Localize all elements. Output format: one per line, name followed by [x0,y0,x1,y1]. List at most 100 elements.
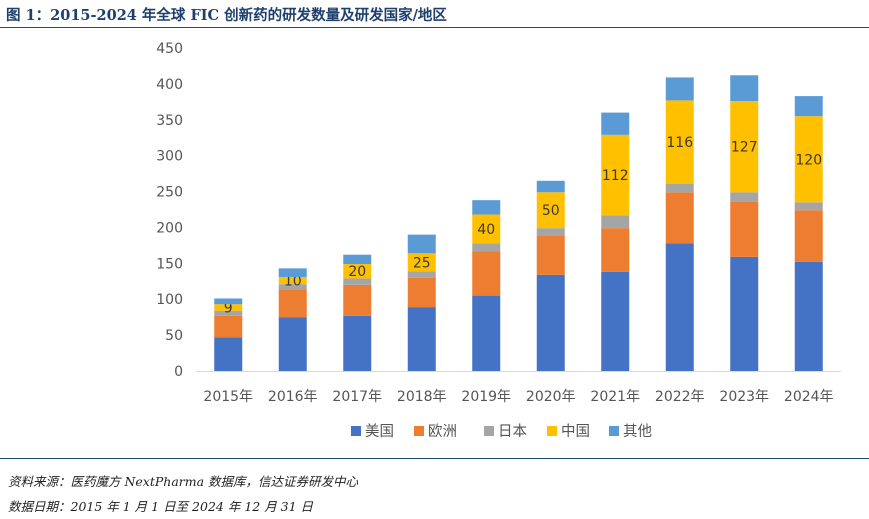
legend-swatch [351,426,361,436]
y-tick-label: 100 [156,292,183,308]
data-label: 9 [224,300,233,316]
bar-segment [730,75,759,102]
bar-segment [278,317,307,371]
bar-segment [407,277,436,308]
bar-segment [665,243,694,371]
legend-label: 其他 [623,423,652,440]
x-tick-label: 2019年 [461,389,511,405]
chart-title: 图 1：2015-2024 年全球 FIC 创新药的研发数量及研发国家/地区 [6,7,447,24]
bar-segment [730,192,759,202]
bar-segment [794,261,823,371]
bar-segment [601,228,630,272]
bar-segment [343,264,372,279]
date-note: 数据日期：2015 年 1 月 1 日至 2024 年 12 月 31 日 [8,499,314,514]
bar-segment [472,243,501,252]
bar-segment [794,210,823,262]
data-label: 127 [731,140,758,156]
bar-segment [601,215,630,229]
data-label: 120 [795,152,822,168]
legend: 美国 欧洲 日本 中国 其他 [351,423,652,440]
y-tick-label: 0 [174,364,183,380]
bar-segment [214,298,243,305]
bar-segment [407,253,436,272]
bar-segment [278,268,307,277]
source-note: 资料来源：医药魔方 NextPharma 数据库，信达证券研发中心 [8,474,359,489]
bar-segment [665,183,694,193]
y-tick-label: 250 [156,185,183,201]
x-tick-label: 2017年 [332,389,382,405]
x-tick-label: 2015年 [203,389,253,405]
y-tick-label: 450 [156,41,183,57]
y-tick-label: 400 [156,77,183,93]
bar-segment [472,200,501,215]
bar-segment [214,304,243,311]
x-tick-label: 2022年 [655,389,705,405]
legend-swatch [414,426,424,436]
bar-segment [730,256,759,371]
bars: 9 10 20 25 40 50 112 116 127 120 [214,75,823,371]
bar-segment [472,214,501,244]
data-label: 10 [284,274,302,290]
x-tick-label: 2016年 [268,389,318,405]
bar-segment [278,284,307,290]
x-tick-label: 2020年 [526,389,576,405]
bar-segment [343,315,372,371]
data-label: 40 [477,222,495,238]
data-label: 20 [348,264,366,280]
y-tick-label: 50 [165,328,183,344]
x-tick-label: 2018年 [397,389,447,405]
bar-segment [794,202,823,211]
bar-segment [407,271,436,278]
x-tick-label: 2023年 [719,389,769,405]
legend-swatch [484,426,494,436]
bar-segment [730,101,759,193]
bar-segment [730,201,759,257]
bar-segment [794,96,823,117]
bar-segment [214,337,243,371]
bar-segment [601,112,630,135]
bar-segment [536,192,565,229]
bar-segment [407,234,436,254]
bar-segment [343,254,372,265]
bar-segment [536,274,565,371]
x-tick-label: 2024年 [784,389,834,405]
bar-segment [665,192,694,244]
x-axis: 2015年 2016年 2017年 2018年 2019年 2020年 2021年 2022年… [196,371,841,405]
bar-segment [665,100,694,184]
data-label: 116 [666,135,693,151]
legend-swatch [547,426,557,436]
y-axis: 0 50 100 150 200 250 300 350 400 450 [156,41,183,380]
bar-segment [536,228,565,236]
footer: 资料来源：医药魔方 NextPharma 数据库，信达证券研发中心 数据日期：2… [0,458,869,519]
bar-segment [278,276,307,285]
bar-segment [794,116,823,203]
bar-segment [472,251,501,296]
bar-segment [665,77,694,101]
bar-segment [536,235,565,275]
bar-segment [601,271,630,371]
y-tick-label: 300 [156,149,183,165]
y-tick-label: 150 [156,256,183,272]
legend-label: 中国 [561,423,590,440]
title-bar: 图 1：2015-2024 年全球 FIC 创新药的研发数量及研发国家/地区 [0,0,869,28]
bar-segment [214,310,243,316]
y-tick-label: 350 [156,113,183,129]
data-label: 50 [542,203,560,219]
data-label: 25 [413,255,431,271]
bar-segment [214,315,243,338]
bar-segment [536,180,565,193]
legend-swatch [609,426,619,436]
bar-segment [472,295,501,371]
bar-segment [601,134,630,216]
stacked-bar-chart: 0 50 100 150 200 250 300 350 400 450 9 10 20 25 40 50 1… [156,41,841,440]
bar-segment [278,289,307,318]
bar-segment [343,284,372,316]
legend-label: 日本 [498,423,527,440]
bar-segment [343,278,372,285]
bar-segment [407,307,436,371]
data-label: 112 [602,168,629,184]
y-tick-label: 200 [156,220,183,236]
legend-label: 美国 [365,423,394,440]
x-tick-label: 2021年 [590,389,640,405]
legend-label: 欧洲 [428,423,457,440]
